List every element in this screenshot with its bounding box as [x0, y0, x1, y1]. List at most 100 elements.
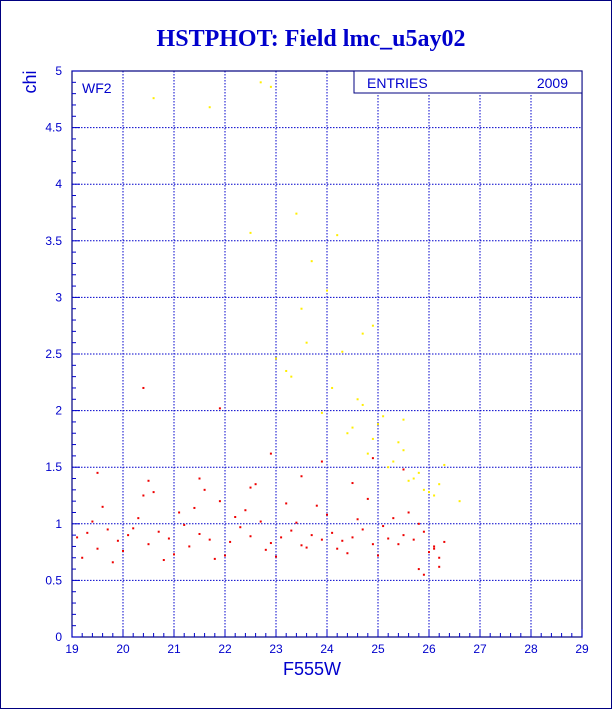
data-point-yellow [310, 260, 313, 263]
data-point-red [127, 534, 130, 537]
y-tick-label: 1.5 [45, 460, 62, 474]
data-point-red [264, 548, 267, 551]
data-point-red [208, 538, 211, 541]
data-point-yellow [387, 466, 390, 469]
axis-ticks: 19 20 21 22 23 24 25 26 27 28 29 0 0.5 1 1.5 2 2.5 3 3.5 4 4… [45, 64, 589, 656]
data-point-red [377, 554, 379, 557]
data-point-yellow [305, 341, 308, 344]
data-point-yellow [346, 432, 349, 435]
data-point-yellow [402, 449, 405, 452]
y-tick-label: 0 [55, 630, 62, 644]
data-point-red [295, 521, 298, 524]
y-tick-label: 2 [55, 404, 62, 418]
x-tick-label: 24 [320, 642, 334, 656]
y-axis-label: chi [20, 70, 40, 93]
data-point-red [371, 543, 374, 546]
data-point-red [361, 528, 364, 531]
data-point-yellow [458, 500, 461, 503]
data-point-red [249, 486, 252, 489]
data-point-red [433, 547, 436, 550]
data-point-red [341, 539, 344, 542]
data-point-yellow [320, 411, 323, 414]
data-point-red [438, 565, 441, 568]
data-point-yellow [336, 234, 339, 237]
data-point-red [198, 477, 201, 480]
data-point-red [351, 536, 354, 539]
data-point-red [285, 502, 288, 505]
data-point-red [320, 538, 323, 541]
x-tick-label: 25 [371, 642, 385, 656]
data-point-red [438, 556, 441, 559]
y-tick-label: 3 [55, 290, 62, 304]
data-point-red [422, 530, 425, 533]
data-point-red [173, 553, 175, 556]
y-tick-label: 5 [55, 64, 62, 78]
data-point-red [428, 551, 430, 554]
data-point-red [188, 545, 191, 548]
y-tick-label: 2.5 [45, 347, 62, 361]
data-point-red [116, 539, 119, 542]
stats-box-frame [353, 70, 583, 94]
data-point-red [111, 561, 114, 564]
y-tick-label: 1 [55, 517, 62, 531]
data-point-yellow [300, 307, 303, 310]
data-point-red [300, 544, 303, 547]
data-point-red [239, 526, 242, 529]
data-point-red [249, 535, 252, 538]
data-point-red [86, 531, 89, 534]
data-point-red [234, 516, 237, 519]
x-tick-label: 27 [473, 642, 487, 656]
data-point-red [152, 491, 155, 494]
data-point-red [392, 517, 395, 520]
x-tick-label: 20 [116, 642, 130, 656]
data-point-red [132, 527, 135, 530]
data-point-red [183, 523, 186, 526]
data-point-red [326, 513, 328, 516]
data-points [76, 81, 461, 576]
data-point-red [178, 511, 181, 514]
data-point-red [269, 542, 272, 545]
data-point-yellow [285, 369, 288, 372]
data-point-red [382, 525, 385, 528]
stats-entries-label: ENTRIES [367, 75, 428, 91]
data-point-red [417, 522, 420, 525]
data-point-red [229, 540, 232, 543]
data-point-yellow [356, 398, 359, 401]
data-point-red [218, 407, 221, 410]
data-point-yellow [433, 494, 436, 497]
x-tick-label: 28 [524, 642, 538, 656]
x-tick-label: 23 [269, 642, 283, 656]
data-point-red [402, 534, 405, 537]
data-point-red [336, 547, 339, 550]
data-point-red [76, 536, 79, 539]
data-point-yellow [208, 106, 211, 109]
data-point-red [224, 554, 226, 557]
data-point-red [275, 555, 277, 558]
y-tick-label: 0.5 [45, 573, 62, 587]
data-point-red [244, 509, 247, 512]
data-point-red [122, 549, 124, 552]
stats-box: ENTRIES 2009 [353, 70, 583, 94]
data-point-red [147, 543, 150, 546]
data-point-red [142, 386, 145, 389]
data-point-red [402, 468, 405, 471]
data-point-red [213, 557, 216, 560]
data-point-red [310, 534, 313, 537]
data-point-yellow [295, 212, 298, 215]
data-point-red [356, 518, 359, 521]
data-point-yellow [326, 289, 328, 292]
data-point-red [433, 545, 436, 548]
data-point-yellow [382, 415, 385, 418]
panel-label: WF2 [82, 80, 112, 96]
data-point-red [351, 482, 354, 485]
data-point-red [193, 506, 196, 509]
data-point-yellow [361, 332, 364, 335]
data-point-yellow [152, 97, 155, 100]
data-point-yellow [417, 471, 420, 474]
data-point-red [147, 479, 150, 482]
data-point-yellow [351, 426, 354, 429]
data-point-yellow [366, 452, 369, 455]
data-point-yellow [361, 403, 364, 406]
data-point-red [412, 538, 415, 541]
